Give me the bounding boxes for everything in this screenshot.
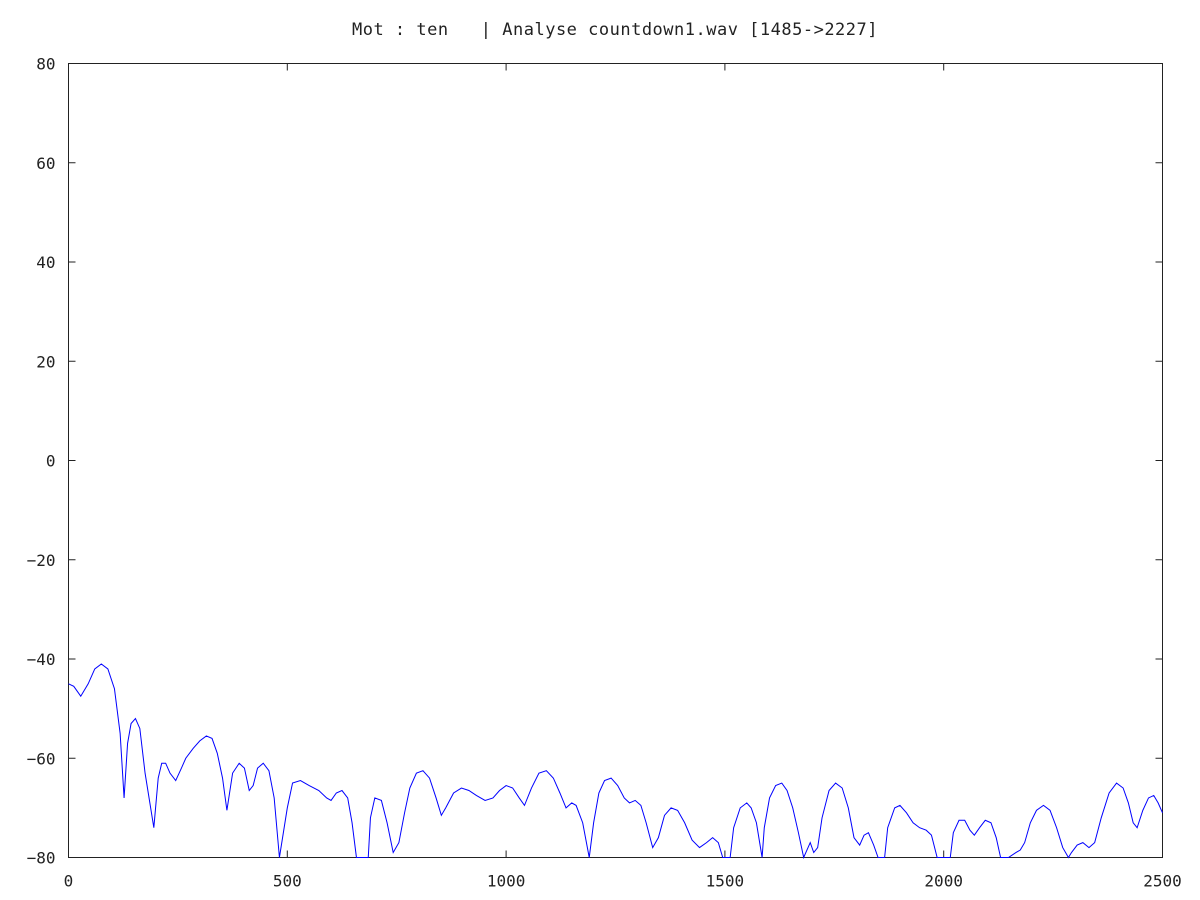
x-tick-label: 0	[64, 872, 74, 891]
plot-frame	[68, 63, 1163, 858]
axis-tick-labels: 0 500 1000 1500 2000 2500 80 60 40 20 0 −20 −40 −60 −8…	[27, 55, 1182, 891]
y-tick-label: 80	[36, 55, 55, 74]
y-tick-label: 60	[36, 154, 55, 173]
y-tick-label: 0	[46, 452, 56, 471]
chart-title: Mot : ten | Analyse countdown1.wav [1485…	[351, 20, 878, 40]
x-tick-label: 1500	[706, 872, 745, 891]
x-tick-label: 2000	[924, 872, 963, 891]
axis-ticks	[68, 63, 1163, 858]
y-tick-label: 20	[36, 352, 55, 371]
x-tick-label: 2500	[1143, 872, 1182, 891]
y-tick-label: −40	[27, 650, 56, 669]
y-tick-label: −20	[27, 551, 56, 570]
x-tick-label: 1000	[487, 872, 526, 891]
y-tick-label: −80	[27, 849, 56, 868]
spectrum-series-line	[68, 663, 1163, 860]
y-tick-label: −60	[27, 749, 56, 768]
y-tick-label: 40	[36, 253, 55, 272]
x-tick-label: 500	[273, 872, 302, 891]
